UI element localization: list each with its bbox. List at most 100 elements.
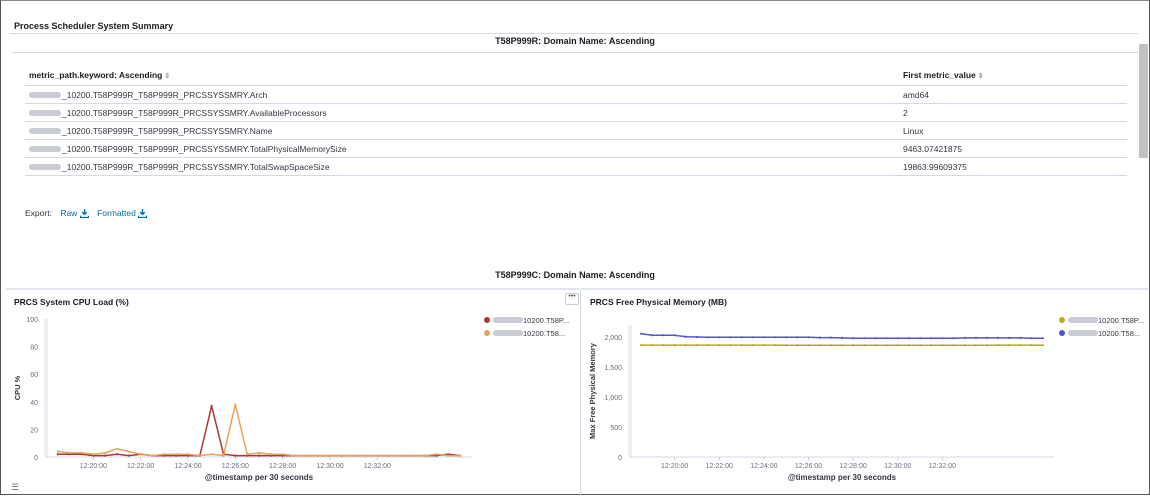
data-point (329, 455, 331, 457)
legend-swatch (484, 317, 490, 323)
redacted-text (1068, 330, 1098, 336)
data-point (863, 344, 865, 346)
data-point (807, 336, 809, 338)
data-point (952, 344, 954, 346)
export-formatted-link[interactable]: Formatted (97, 208, 147, 218)
data-point (919, 344, 921, 346)
y-tick-label: 80 (30, 345, 38, 352)
data-point (211, 453, 213, 455)
metric-value-cell: 9463.07421875 (899, 140, 1127, 158)
y-tick-label: 0 (34, 455, 38, 462)
table-row: _10200.T58P999R_T58P999R_PRCSSYSSMRY.Ava… (25, 104, 1127, 122)
data-point (718, 336, 720, 338)
data-point (651, 344, 653, 346)
data-point (685, 344, 687, 346)
metric-path-cell: _10200.T58P999R_T58P999R_PRCSSYSSMRY.Ava… (25, 104, 899, 122)
data-point (975, 344, 977, 346)
data-point (941, 344, 943, 346)
data-point (412, 455, 414, 457)
data-point (874, 337, 876, 339)
legend-toggle-button[interactable]: ☰ (11, 482, 22, 493)
legend-swatch (1059, 330, 1065, 336)
data-point (986, 337, 988, 339)
data-point (1008, 337, 1010, 339)
x-axis-label: @timestamp per 30 seconds (205, 473, 314, 482)
data-point (199, 455, 201, 457)
panel-options-button[interactable]: ••• (565, 293, 579, 305)
x-tick-label: 12:22:00 (127, 463, 154, 470)
data-point (364, 455, 366, 457)
x-tick-label: 12:24:00 (750, 463, 777, 470)
data-point (964, 344, 966, 346)
data-point (258, 455, 260, 457)
split-title-r: T58P999R: Domain Name: Ascending (0, 36, 1150, 46)
y-tick-label: 60 (30, 372, 38, 379)
data-point (128, 455, 130, 457)
data-point (964, 337, 966, 339)
data-point (1031, 337, 1033, 339)
y-tick-label: 1,500 (604, 365, 622, 372)
data-point (740, 336, 742, 338)
data-point (796, 344, 798, 346)
data-point (175, 453, 177, 455)
data-point (752, 336, 754, 338)
data-point (729, 344, 731, 346)
y-axis-label: CPU % (13, 375, 22, 400)
data-point (674, 344, 676, 346)
y-tick-label: 500 (610, 425, 622, 432)
series-line (58, 405, 460, 456)
redacted-text (1068, 317, 1098, 323)
data-point (640, 344, 642, 346)
sort-icon[interactable]: ⇕ (978, 73, 984, 80)
data-point (317, 455, 319, 457)
data-point (128, 450, 130, 452)
metric-value-cell: 19863.99609375 (899, 158, 1127, 176)
data-point (376, 455, 378, 457)
data-point (388, 455, 390, 457)
column-header-first-value[interactable]: First metric_value⇕ (899, 68, 1127, 86)
data-point (69, 452, 71, 454)
export-raw-link[interactable]: Raw (60, 208, 91, 218)
data-point (908, 337, 910, 339)
series-line (58, 406, 460, 456)
data-point (662, 334, 664, 336)
table-row: _10200.T58P999R_T58P999R_PRCSSYSSMRY.Tot… (25, 158, 1127, 176)
x-tick-label: 12:30:00 (884, 463, 911, 470)
x-tick-label: 12:28:00 (269, 463, 296, 470)
data-point (696, 344, 698, 346)
data-point (930, 344, 932, 346)
divider (10, 33, 1138, 34)
data-point (707, 344, 709, 346)
legend-swatch (1059, 317, 1065, 323)
data-point (57, 450, 59, 452)
data-point (258, 452, 260, 454)
data-point (187, 453, 189, 455)
data-point (819, 344, 821, 346)
data-point (459, 455, 461, 457)
data-point (685, 336, 687, 338)
data-point (852, 344, 854, 346)
data-point (1019, 344, 1021, 346)
split-title-c: T58P999C: Domain Name: Ascending (0, 270, 1150, 280)
vertical-scrollbar[interactable] (1139, 44, 1148, 158)
data-point (729, 336, 731, 338)
sort-icon[interactable]: ⇕ (164, 73, 170, 80)
table-header-row: metric_path.keyword: Ascending⇕ First me… (25, 68, 1127, 86)
data-point (234, 403, 236, 405)
legend-label: 10200.T58... (1098, 329, 1140, 338)
data-point (796, 336, 798, 338)
data-point (774, 336, 776, 338)
y-tick-label: 2,000 (604, 335, 622, 342)
data-point (763, 336, 765, 338)
y-tick-label: 20 (30, 427, 38, 434)
x-tick-label: 12:22:00 (706, 463, 733, 470)
data-point (919, 337, 921, 339)
data-point (674, 334, 676, 336)
data-point (752, 344, 754, 346)
column-header-metric-path[interactable]: metric_path.keyword: Ascending⇕ (25, 68, 899, 86)
data-point (908, 344, 910, 346)
list-icon: ☰ (11, 482, 19, 492)
x-tick-label: 12:20:00 (661, 463, 688, 470)
